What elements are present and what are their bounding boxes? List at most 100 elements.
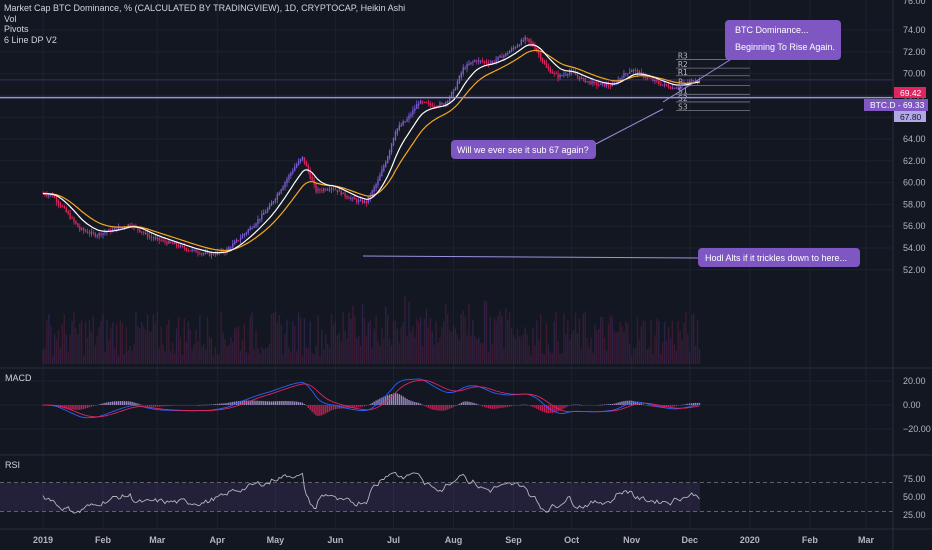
volume-bar (319, 355, 321, 364)
volume-bar (334, 321, 337, 364)
volume-bar (565, 334, 567, 364)
volume-bar (193, 344, 195, 364)
price-tick-label: 70.00 (903, 69, 926, 79)
volume-bar (282, 354, 284, 364)
macd-histogram-bar (609, 404, 612, 405)
volume-bar (592, 352, 594, 364)
candle-body (675, 87, 677, 89)
candle-body (274, 198, 277, 202)
volume-bar (619, 321, 621, 364)
volume-bar (104, 352, 106, 364)
macd-histogram-bar (342, 405, 344, 409)
time-tick-label: Jul (387, 535, 400, 545)
candle-body (266, 208, 269, 213)
candle-body (162, 240, 164, 242)
volume-bar (642, 320, 644, 364)
legend-title[interactable]: Market Cap BTC Dominance, % (CALCULATED … (4, 3, 406, 13)
candle-body (627, 73, 629, 75)
price-tick-label: 72.00 (903, 47, 926, 57)
macd-histogram-bar (539, 405, 542, 411)
candle-body (259, 218, 261, 221)
macd-histogram-bar (301, 402, 304, 405)
candle-body (539, 53, 542, 60)
candle-body (559, 74, 561, 78)
candle-body (596, 82, 598, 86)
callout-mid[interactable]: Will we ever see it sub 67 again? (451, 108, 664, 159)
candle-body (334, 188, 337, 190)
price-tick-label: 52.00 (903, 265, 926, 275)
macd-histogram-bar (601, 404, 604, 406)
volume-bar (567, 320, 569, 364)
candle-body (632, 69, 635, 71)
macd-histogram-bar (220, 403, 222, 405)
macd-histogram-bar (265, 401, 267, 405)
legend-indicator-6line[interactable]: 6 Line DP V2 (4, 34, 57, 45)
candle-body (452, 89, 455, 94)
rsi-tick-label: 25.00 (903, 510, 926, 520)
pivot-label-p: P (678, 78, 683, 87)
price-tick-partial: 76.00 (903, 0, 926, 6)
macd-histogram-bar (638, 403, 641, 405)
rsi-label[interactable]: RSI (5, 460, 21, 470)
time-tick-label: Mar (149, 535, 166, 545)
macd-histogram-bar (452, 405, 455, 408)
volume-bar (574, 312, 577, 364)
candle-body (588, 81, 590, 83)
candle-body (667, 85, 670, 88)
time-axis[interactable]: 2019 Feb Mar Apr May Jun Jul Aug Sep Oct Nov Dec 202… (33, 535, 875, 545)
candle-body (286, 178, 288, 184)
volume-bar (305, 347, 308, 364)
volume-bar (545, 323, 548, 364)
volume-bar (441, 326, 443, 364)
macd-histogram-bar (541, 405, 544, 412)
volume-bar (487, 351, 490, 364)
candle-body (336, 189, 339, 193)
macd-label[interactable]: MACD (5, 373, 32, 383)
time-tick-label: Sep (505, 535, 522, 545)
macd-histogram-bar (230, 402, 232, 405)
candle-body (580, 77, 583, 79)
volume-bar (476, 339, 478, 364)
callout-low[interactable]: Hodl Alts if it trickles down to here... (362, 248, 860, 267)
rsi-tick-label: 50.00 (903, 492, 926, 502)
macd-histogram-bar (598, 404, 600, 406)
volume-bar (129, 346, 131, 364)
volume-bar (570, 333, 573, 364)
macd-histogram-bar (82, 405, 85, 410)
volume-bar (172, 342, 174, 364)
candle-body (371, 190, 373, 197)
volume-bar (226, 346, 228, 364)
macd-histogram-bar (123, 401, 126, 405)
volume-bar (392, 320, 395, 364)
volume-bar (576, 333, 579, 364)
candle-body (346, 195, 348, 199)
volume-bar (131, 350, 133, 364)
volume-bar (321, 329, 323, 364)
volume-bar (141, 322, 143, 364)
candle-body (611, 83, 614, 87)
macd-histogram-bar (98, 404, 100, 406)
candle-body (204, 252, 207, 254)
macd-histogram-bar (505, 405, 507, 408)
macd-histogram-bar (214, 404, 217, 405)
callout-top-line1: BTC Dominance... (735, 25, 809, 35)
callout-mid-text: Will we ever see it sub 67 again? (457, 145, 589, 155)
macd-histogram-bar (685, 404, 687, 405)
volume-bar (52, 355, 54, 364)
volume-bar (609, 315, 612, 364)
volume-bar (265, 347, 267, 364)
candle-body (278, 192, 280, 196)
volume-bar (539, 314, 542, 364)
volume-bar (478, 337, 480, 364)
candle-body (299, 158, 302, 162)
volume-bar (375, 315, 377, 364)
macd-histogram-bar (232, 401, 234, 405)
candle-body (175, 243, 178, 247)
legend-indicator-pivots[interactable]: Pivots (4, 24, 29, 35)
legend-indicator-vol[interactable]: Vol (4, 13, 17, 24)
callout-top[interactable]: BTC Dominance... Beginning To Rise Again… (662, 20, 841, 103)
volume-bar (634, 348, 637, 364)
macd-histogram-bar (545, 405, 548, 413)
candle-body (590, 81, 592, 85)
